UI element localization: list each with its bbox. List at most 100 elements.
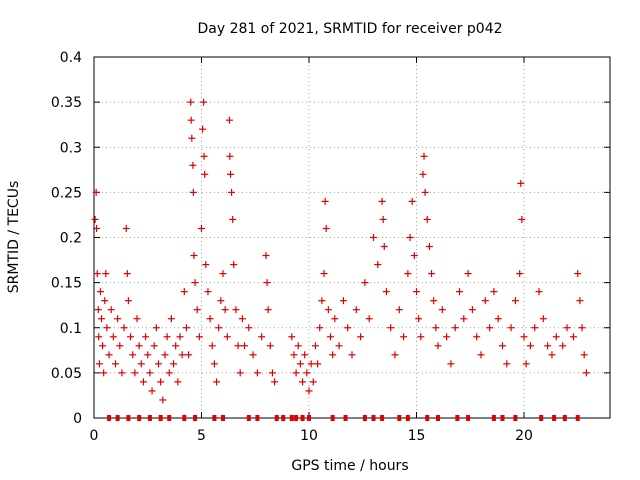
data-point [303, 369, 311, 377]
data-points [91, 98, 590, 404]
data-point [174, 378, 182, 386]
data-point [92, 188, 100, 196]
data-point [378, 197, 386, 205]
x-tick-labels: 0 5 10 15 20 [90, 428, 533, 444]
data-point [120, 324, 128, 332]
y-tick-label: 0.1 [60, 321, 82, 337]
data-point [460, 315, 468, 323]
gap-marker [436, 415, 440, 421]
data-point [420, 152, 428, 160]
data-point [292, 369, 300, 377]
data-point [428, 270, 436, 278]
data-point [387, 324, 395, 332]
data-point [419, 170, 427, 178]
data-point [217, 297, 225, 305]
data-point [230, 261, 238, 269]
gap-marker [193, 415, 198, 421]
data-point [438, 306, 446, 314]
gap-marker [466, 415, 471, 421]
data-point [180, 288, 188, 296]
data-point [408, 197, 416, 205]
data-point [208, 342, 216, 350]
data-point [481, 297, 489, 305]
data-point [447, 360, 455, 368]
data-point [352, 306, 360, 314]
data-point [91, 215, 99, 223]
data-point [348, 351, 356, 359]
x-tick-label: 10 [300, 428, 318, 444]
data-point [152, 324, 160, 332]
y-tick-label: 0.25 [51, 185, 82, 201]
data-point [526, 342, 534, 350]
data-point [223, 333, 231, 341]
data-point [148, 387, 156, 395]
data-point [258, 333, 266, 341]
data-point [490, 288, 498, 296]
data-point [236, 369, 244, 377]
data-point [477, 351, 485, 359]
data-point [161, 351, 169, 359]
data-point [451, 324, 459, 332]
data-point [464, 270, 472, 278]
gap-marker [513, 415, 518, 421]
data-point [122, 224, 130, 232]
y-tick-label: 0.3 [60, 140, 82, 156]
data-point [296, 360, 304, 368]
data-point [238, 315, 246, 323]
data-point [159, 396, 167, 404]
data-point [321, 197, 329, 205]
data-point [249, 351, 257, 359]
data-point [266, 342, 274, 350]
gap-marker [307, 415, 311, 421]
data-point [182, 324, 190, 332]
data-point [443, 333, 451, 341]
gap-marker [246, 415, 251, 421]
chart-title: Day 281 of 2021, SRMTID for receiver p04… [197, 21, 502, 37]
data-point [552, 333, 560, 341]
data-point [559, 342, 567, 350]
data-point [228, 188, 236, 196]
data-point [301, 351, 309, 359]
data-point [486, 324, 494, 332]
data-point [188, 134, 196, 142]
data-point [494, 315, 502, 323]
data-point [268, 369, 276, 377]
y-tick-label: 0.15 [51, 276, 82, 292]
data-point [290, 351, 298, 359]
gap-marker [425, 415, 430, 421]
data-point [221, 306, 229, 314]
data-point [227, 170, 235, 178]
gap-marker [212, 415, 217, 421]
grid-lines [94, 57, 610, 418]
data-point [320, 270, 328, 278]
data-point [421, 188, 429, 196]
data-point [432, 324, 440, 332]
data-point [539, 315, 547, 323]
data-point [200, 152, 208, 160]
data-point [357, 333, 365, 341]
data-point [150, 342, 158, 350]
data-point [226, 152, 234, 160]
data-point [425, 243, 433, 251]
data-point [103, 324, 111, 332]
data-point [114, 315, 122, 323]
data-point [94, 306, 102, 314]
gap-marker [575, 415, 580, 421]
data-point [144, 351, 152, 359]
axis-ticks [93, 56, 610, 419]
data-point [232, 306, 240, 314]
gap-marker [455, 415, 460, 421]
data-point [190, 252, 198, 260]
data-point [294, 342, 302, 350]
data-point [229, 215, 237, 223]
data-point [204, 288, 212, 296]
gap-marker [126, 415, 131, 421]
data-point [187, 98, 195, 106]
data-point [379, 215, 387, 223]
data-point [178, 351, 186, 359]
data-point [127, 333, 135, 341]
data-point [185, 351, 193, 359]
gap-marker [491, 415, 496, 421]
data-point [404, 270, 412, 278]
